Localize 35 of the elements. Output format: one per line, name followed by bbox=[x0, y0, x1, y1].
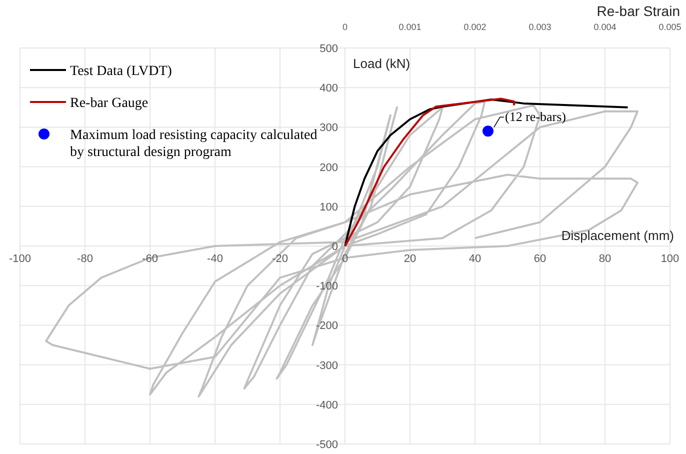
x2-axis-title: Re-bar Strain bbox=[596, 3, 680, 19]
x-tick-label: 20 bbox=[404, 253, 416, 265]
y-tick-label: -300 bbox=[316, 360, 338, 372]
y-tick-label: 300 bbox=[320, 122, 338, 134]
y-tick-label: -100 bbox=[316, 280, 338, 293]
x-tick-label: 100 bbox=[660, 253, 680, 265]
x-tick-label: 60 bbox=[534, 253, 546, 265]
y-tick-label: 0 bbox=[332, 241, 338, 253]
y-tick-label: 500 bbox=[320, 43, 338, 55]
y-tick-label: -400 bbox=[316, 399, 338, 412]
y-tick-label: 200 bbox=[320, 162, 338, 174]
x2-tick-label: 0.005 bbox=[658, 22, 682, 32]
x-tick-label: -100 bbox=[8, 253, 32, 265]
x2-tick-label: 0.004 bbox=[594, 22, 616, 32]
y-tick-label: 100 bbox=[320, 201, 338, 214]
x-tick-label: -60 bbox=[142, 253, 158, 265]
legend-label: Test Data (LVDT) bbox=[70, 64, 172, 79]
x-tick-label: 80 bbox=[598, 253, 612, 265]
legend-label: Maximum load resisting capacity calculated by structural design program bbox=[70, 128, 318, 160]
annotation: (12 re-bars) bbox=[505, 109, 566, 124]
x-tick-label: -40 bbox=[207, 253, 223, 265]
x-tick-label: -80 bbox=[77, 253, 93, 265]
x-tick-label: -20 bbox=[272, 253, 288, 265]
x-axis-title: Displacement (mm) bbox=[561, 228, 674, 243]
x2-tick-label: 0.003 bbox=[528, 22, 552, 32]
y-axis-title: Load (kN) bbox=[353, 56, 410, 71]
y-tick-label: 400 bbox=[320, 82, 338, 95]
legend-label: Re-bar Gauge bbox=[70, 96, 148, 111]
y-tick-label: -500 bbox=[316, 439, 338, 451]
x2-tick-label: 0 bbox=[342, 22, 348, 32]
x2-tick-label: 0.001 bbox=[398, 22, 422, 32]
y-tick-label: -200 bbox=[316, 320, 338, 332]
x-tick-label: 0 bbox=[342, 253, 348, 265]
x-tick-label: 40 bbox=[468, 253, 482, 265]
x2-tick-label: 0.002 bbox=[464, 22, 486, 32]
